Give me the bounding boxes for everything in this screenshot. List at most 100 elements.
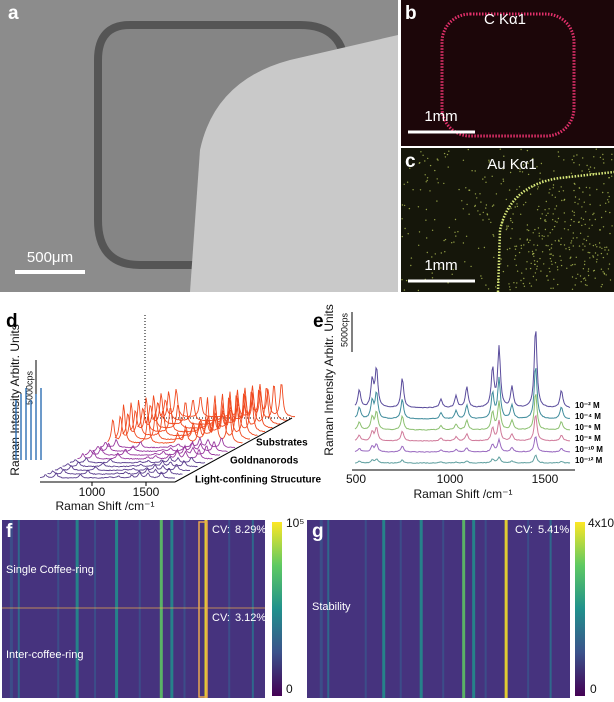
- au-signal: [599, 156, 602, 159]
- heatmap-stripe: [484, 520, 487, 698]
- au-signal: [488, 159, 490, 161]
- au-signal: [427, 157, 429, 160]
- au-signal: [589, 243, 591, 245]
- au-signal: [605, 274, 607, 276]
- au-signal: [598, 242, 601, 244]
- au-signal: [552, 184, 555, 186]
- au-signal: [462, 208, 464, 210]
- au-signal: [575, 277, 577, 280]
- au-signal: [529, 267, 532, 270]
- au-signal: [514, 245, 516, 247]
- au-signal: [557, 151, 559, 153]
- au-signal: [502, 178, 504, 180]
- au-signal: [536, 188, 539, 190]
- spectrum: [122, 393, 258, 437]
- au-signal: [484, 176, 486, 178]
- au-signal: [479, 193, 481, 195]
- au-signal: [488, 218, 490, 220]
- au-signal: [581, 224, 583, 227]
- au-signal: [595, 148, 597, 150]
- au-signal: [604, 246, 606, 249]
- au-signal: [492, 234, 494, 236]
- au-signal: [440, 267, 442, 269]
- au-signal: [574, 183, 576, 185]
- region-label: Stability: [312, 601, 351, 613]
- gold-edge: [496, 170, 614, 293]
- au-signal: [527, 241, 530, 244]
- eds-map: [401, 0, 614, 146]
- au-signal: [525, 268, 527, 270]
- au-signal: [595, 261, 598, 263]
- au-signal: [607, 249, 610, 251]
- au-signal: [568, 246, 570, 249]
- au-signal: [545, 220, 547, 223]
- concentration-label: 10⁻¹² M: [575, 456, 603, 465]
- au-signal: [516, 282, 518, 284]
- au-signal: [515, 286, 517, 289]
- au-signal: [468, 189, 471, 191]
- au-signal: [422, 154, 424, 156]
- au-signal: [588, 168, 590, 170]
- au-signal: [569, 257, 571, 259]
- au-signal: [582, 268, 585, 270]
- au-signal: [550, 253, 552, 255]
- au-signal: [549, 232, 551, 234]
- au-signal: [557, 283, 559, 286]
- au-signal: [410, 257, 413, 259]
- au-signal: [583, 263, 586, 266]
- panel-label: b: [405, 3, 417, 24]
- au-signal: [482, 178, 484, 180]
- au-signal: [410, 264, 412, 267]
- au-signal: [585, 211, 587, 213]
- au-signal: [536, 166, 538, 168]
- au-signal: [510, 237, 512, 239]
- au-signal: [509, 247, 511, 250]
- au-signal: [420, 151, 422, 153]
- au-signal: [508, 286, 511, 288]
- au-signal: [516, 188, 518, 191]
- au-signal: [587, 251, 589, 254]
- au-signal: [407, 233, 409, 235]
- au-signal: [552, 287, 554, 289]
- au-signal: [530, 262, 532, 265]
- au-signal: [436, 200, 438, 202]
- au-signal: [426, 251, 428, 254]
- au-signal: [590, 172, 593, 175]
- au-signal: [520, 247, 523, 249]
- au-signal: [558, 239, 560, 241]
- au-signal: [573, 211, 575, 214]
- au-signal: [596, 246, 598, 248]
- spectrum: [69, 455, 206, 464]
- au-signal: [557, 217, 560, 220]
- au-signal: [522, 282, 525, 285]
- au-signal: [514, 255, 517, 257]
- au-signal: [553, 278, 555, 280]
- heatmap-stripe: [319, 520, 323, 698]
- scale-text: 500μm: [27, 249, 73, 266]
- au-signal: [589, 219, 591, 221]
- au-signal: [589, 203, 591, 206]
- au-signal: [481, 277, 483, 280]
- au-signal: [554, 196, 556, 198]
- x-tick-label: 1500: [133, 485, 160, 499]
- au-signal: [550, 287, 552, 289]
- au-signal: [601, 283, 603, 286]
- au-signal: [541, 251, 544, 253]
- au-signal: [606, 253, 608, 255]
- au-signal: [401, 218, 403, 220]
- scale-label: 5000cps: [339, 312, 349, 347]
- au-signal: [431, 229, 434, 231]
- au-signal: [589, 252, 591, 254]
- au-signal: [592, 244, 595, 247]
- au-signal: [594, 277, 596, 279]
- au-signal: [429, 164, 432, 167]
- au-signal: [526, 224, 529, 226]
- layer-label: Goldnanorods: [230, 456, 299, 467]
- au-signal: [584, 277, 586, 279]
- au-signal: [572, 237, 574, 239]
- au-signal: [518, 251, 521, 254]
- au-signal: [604, 249, 606, 251]
- au-signal: [444, 238, 447, 241]
- au-signal: [509, 289, 511, 291]
